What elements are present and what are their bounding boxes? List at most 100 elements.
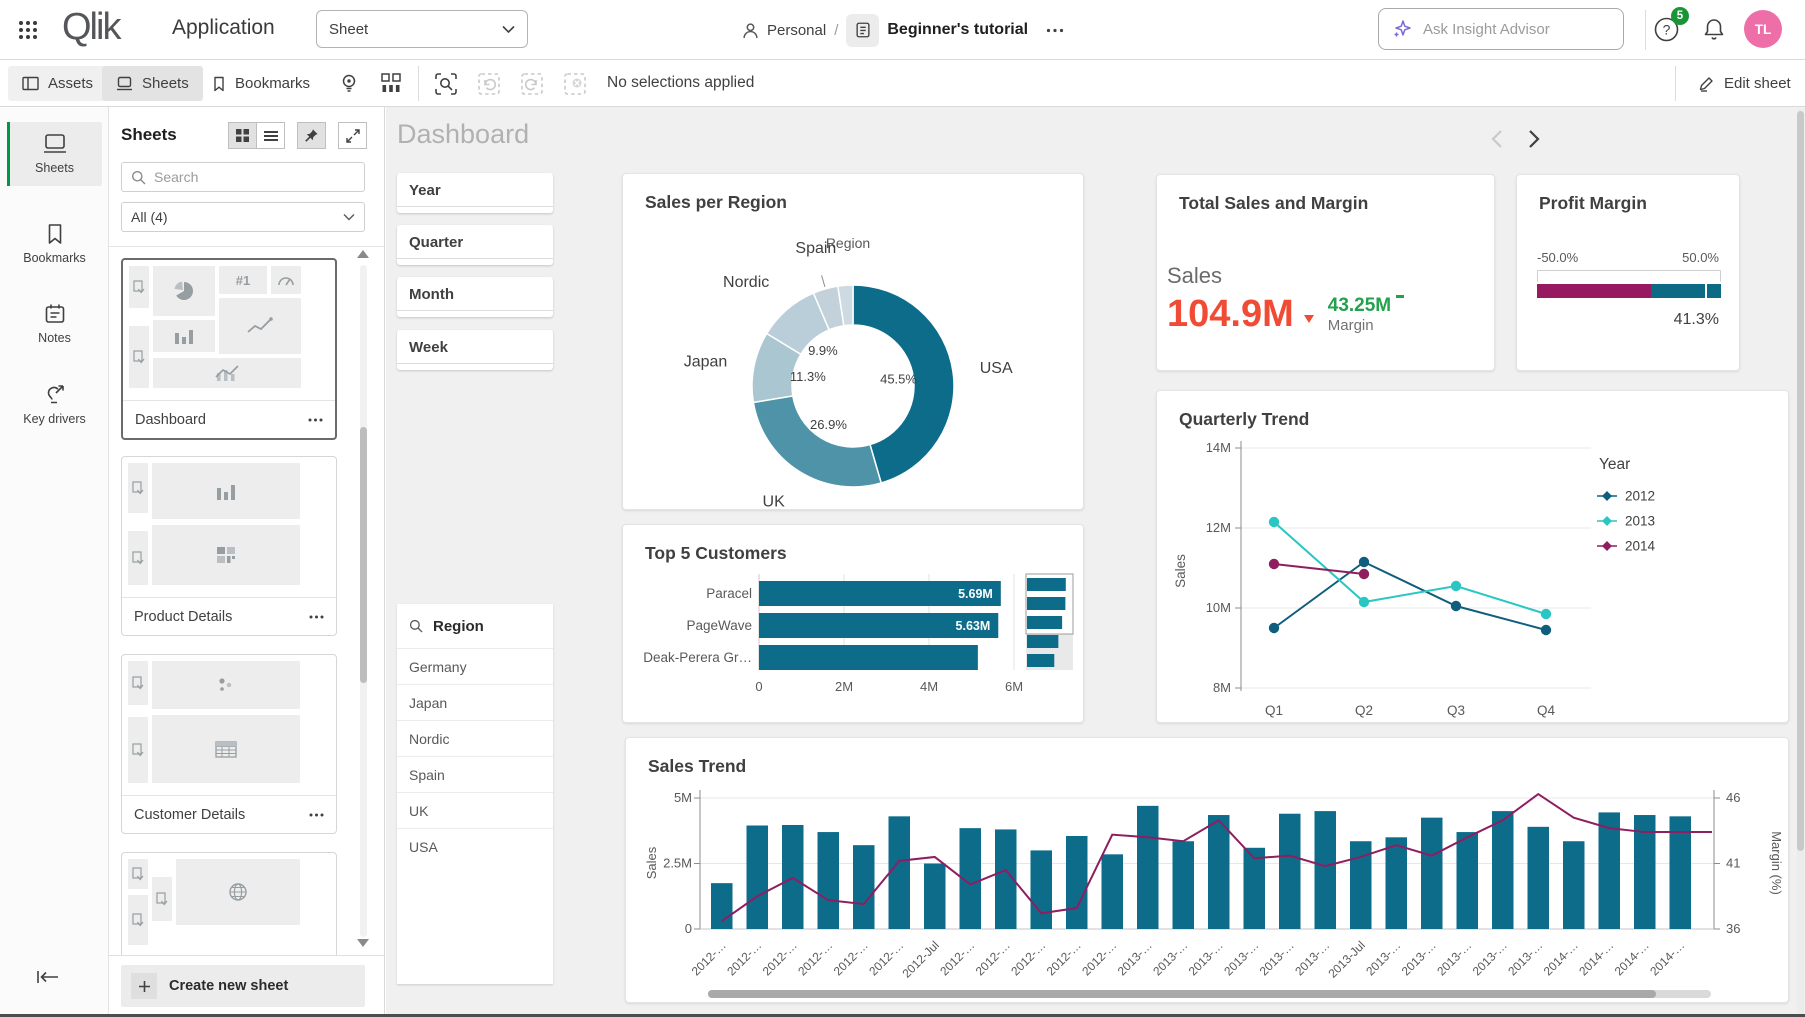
- create-new-sheet-button[interactable]: Create new sheet: [121, 965, 365, 1007]
- filter-month[interactable]: Month: [397, 277, 553, 317]
- insight-advisor-icon[interactable]: [338, 72, 360, 94]
- view-selector-dropdown[interactable]: Sheet: [316, 10, 528, 48]
- sheet-card-partial[interactable]: [121, 852, 337, 955]
- profit-margin-card[interactable]: Profit Margin -50.0% 50.0% 41.3%: [1516, 174, 1740, 371]
- pin-panel-button[interactable]: [297, 122, 326, 149]
- filter-week[interactable]: Week: [397, 330, 553, 370]
- scatter-mini-icon: [152, 661, 300, 709]
- svg-text:2012-…: 2012-…: [795, 938, 835, 978]
- quarterly-trend-card[interactable]: Quarterly Trend 8M10M12M14MQ1Q2Q3Q4Sales…: [1156, 390, 1789, 723]
- undo-selection-icon[interactable]: [477, 72, 501, 96]
- collapse-panel-icon[interactable]: [34, 969, 60, 985]
- svg-text:2013-…: 2013-…: [1257, 938, 1297, 978]
- filter-quarter[interactable]: Quarter: [397, 225, 553, 265]
- clear-selections-icon[interactable]: [563, 72, 587, 96]
- combochart-mini-icon: [153, 358, 301, 388]
- sales-trend-card[interactable]: Sales Trend 02.5M5M364146SalesMargin (%)…: [625, 737, 1789, 1003]
- view-selector-value: Sheet: [329, 21, 368, 38]
- svg-text:11.3%: 11.3%: [790, 369, 826, 384]
- pie-mini-icon: [153, 266, 215, 316]
- map-mini-icon: [176, 859, 300, 925]
- chart-title: Sales Trend: [648, 756, 746, 777]
- space-name[interactable]: Personal: [767, 22, 826, 39]
- svg-text:Spain: Spain: [795, 240, 836, 257]
- region-filter-listbox: Region Germany Japan Nordic Spain UK USA: [397, 604, 553, 984]
- list-view-button[interactable]: [256, 122, 285, 149]
- sheets-filter-dropdown[interactable]: All (4): [121, 202, 365, 232]
- filterpane-mini-icon: [128, 859, 148, 889]
- sheet-thumbnail: [122, 853, 336, 955]
- rail-item-notes[interactable]: Notes: [7, 292, 102, 356]
- kpi-title: Total Sales and Margin: [1179, 193, 1368, 214]
- region-filter-title: Region: [433, 618, 484, 635]
- launcher-menu-icon[interactable]: [16, 18, 40, 42]
- rail-label: Bookmarks: [23, 251, 86, 265]
- svg-text:2012-…: 2012-…: [1079, 938, 1119, 978]
- panel-scrollbar-thumb[interactable]: [360, 427, 367, 683]
- app-document-icon[interactable]: [846, 14, 879, 47]
- svg-text:6M: 6M: [1005, 679, 1023, 694]
- sales-trend-combochart[interactable]: 02.5M5M364146SalesMargin (%)2012-…2012-……: [626, 738, 1790, 988]
- filter-year[interactable]: Year: [397, 173, 553, 213]
- sheet-title: Dashboard: [397, 119, 529, 150]
- next-sheet-icon[interactable]: [1528, 129, 1541, 149]
- edit-sheet-button[interactable]: Edit sheet: [1684, 66, 1805, 101]
- notifications-bell-icon[interactable]: [1702, 17, 1726, 42]
- kpi-margin-label: Margin: [1328, 317, 1404, 334]
- document-title[interactable]: Beginner's tutorial: [887, 21, 1028, 39]
- document-menu-icon[interactable]: [1046, 28, 1064, 33]
- svg-text:2014-…: 2014-…: [1576, 938, 1616, 978]
- filterpane-mini-icon: [128, 717, 148, 783]
- smart-search-icon[interactable]: [434, 72, 458, 96]
- quarterly-trend-linechart[interactable]: 8M10M12M14MQ1Q2Q3Q4SalesYear201220132014: [1157, 391, 1790, 724]
- region-filter-header[interactable]: Region: [397, 604, 553, 648]
- chart-scrollbar-thumb[interactable]: [708, 990, 1656, 998]
- insight-advisor-input[interactable]: Ask Insight Advisor: [1378, 8, 1624, 50]
- region-option-usa[interactable]: USA: [397, 828, 553, 864]
- sheet-card-dashboard[interactable]: #1 Dashboard: [121, 258, 337, 440]
- bookmarks-button[interactable]: Bookmarks: [198, 66, 324, 101]
- sheet-card-product-details[interactable]: Product Details: [121, 456, 337, 636]
- svg-text:2014: 2014: [1625, 539, 1656, 554]
- sales-per-region-card[interactable]: Sales per Region Region45.5%USA26.9%UK11…: [622, 173, 1084, 510]
- toolbar-divider-right: [1675, 66, 1676, 101]
- card-menu-icon[interactable]: [309, 615, 324, 619]
- grid-view-button[interactable]: [228, 122, 257, 149]
- previous-sheet-icon[interactable]: [1490, 129, 1503, 149]
- total-sales-margin-card[interactable]: Total Sales and Margin Sales 104.9M 43.2…: [1156, 174, 1495, 371]
- filterpane-mini-icon: [152, 877, 172, 921]
- qlik-logo[interactable]: Qlik: [62, 6, 119, 49]
- rail-item-bookmarks[interactable]: Bookmarks: [7, 212, 102, 276]
- sheet-thumbnail: [122, 655, 336, 795]
- assets-button[interactable]: Assets: [8, 66, 107, 101]
- top5-customers-card[interactable]: Top 5 Customers 02M4M6MParacel5.69MPageW…: [622, 524, 1084, 723]
- page-scrollbar-thumb[interactable]: [1797, 111, 1804, 851]
- region-option-spain[interactable]: Spain: [397, 756, 553, 792]
- svg-text:2012-…: 2012-…: [1044, 938, 1084, 978]
- scroll-down-arrow[interactable]: [357, 939, 369, 947]
- assets-label: Assets: [48, 75, 93, 92]
- sheets-button[interactable]: Sheets: [102, 66, 203, 101]
- card-menu-icon[interactable]: [309, 813, 324, 817]
- region-option-germany[interactable]: Germany: [397, 648, 553, 684]
- sales-per-region-donut[interactable]: Region45.5%USA26.9%UK11.3%Japan9.9%Nordi…: [623, 174, 1085, 511]
- redo-selection-icon[interactable]: [520, 72, 544, 96]
- rail-item-key-drivers[interactable]: Key drivers: [7, 372, 102, 436]
- chart-suggestions-icon[interactable]: [380, 72, 402, 94]
- region-option-nordic[interactable]: Nordic: [397, 720, 553, 756]
- sheets-search-input[interactable]: Search: [121, 162, 365, 192]
- scroll-up-arrow[interactable]: [357, 250, 369, 258]
- avatar[interactable]: TL: [1744, 10, 1782, 48]
- sheets-panel-title: Sheets: [121, 125, 177, 145]
- svg-text:4M: 4M: [920, 679, 938, 694]
- card-menu-icon[interactable]: [308, 418, 323, 422]
- gauge-value-tick: [1705, 284, 1707, 298]
- expand-panel-button[interactable]: [338, 122, 367, 149]
- svg-text:2013-…: 2013-…: [1115, 938, 1155, 978]
- sheet-card-customer-details[interactable]: Customer Details: [121, 654, 337, 834]
- region-option-japan[interactable]: Japan: [397, 684, 553, 720]
- svg-text:Margin (%): Margin (%): [1769, 831, 1784, 895]
- rail-item-sheets[interactable]: Sheets: [7, 122, 102, 186]
- region-option-uk[interactable]: UK: [397, 792, 553, 828]
- search-icon: [131, 170, 146, 185]
